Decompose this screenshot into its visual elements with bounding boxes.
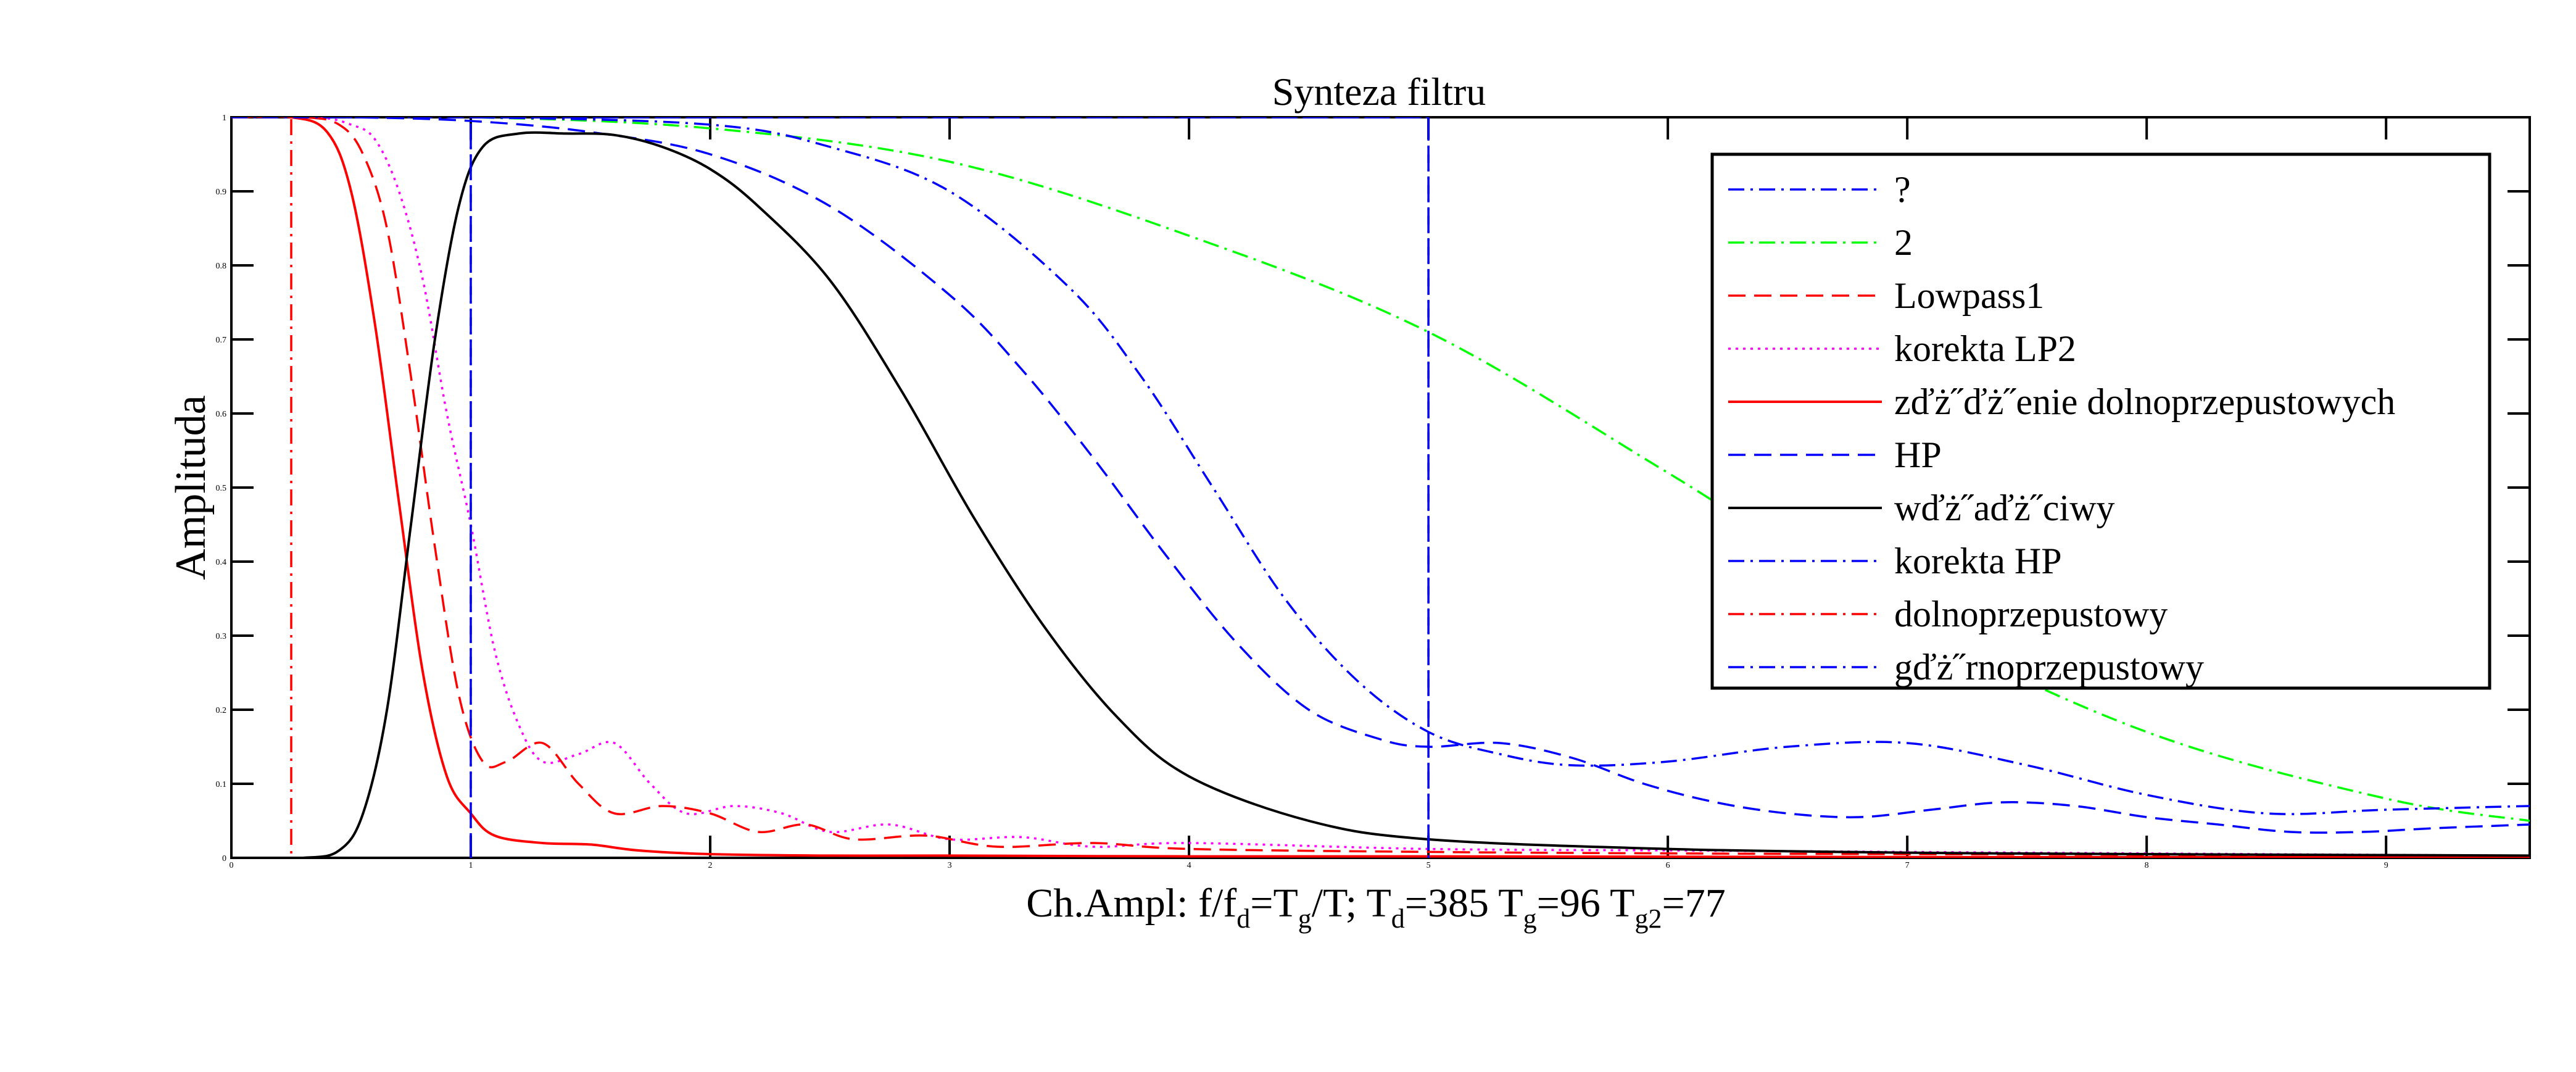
x-tick-label: 4 bbox=[1187, 861, 1191, 870]
plot-area: 0 1 2 3 4 5 6 7 8 9 0 0.1 0.2 0.3 0.4 0.5 0.6 0.7 0.8 0.9 1 bbox=[216, 114, 2531, 870]
y-axis-label: Amplituda bbox=[167, 395, 215, 580]
legend-entry-label: 2 bbox=[1894, 222, 1913, 263]
x-tick-label: 6 bbox=[1666, 861, 1670, 870]
legend-entry-label: Lowpass1 bbox=[1894, 275, 2044, 316]
y-tick-label: 0.7 bbox=[216, 336, 227, 345]
series-line-6 bbox=[231, 131, 2530, 858]
legend-entry-label: zďż˝ďż˝enie dolnoprzepustowych bbox=[1894, 381, 2395, 422]
x-tick-label: 5 bbox=[1427, 861, 1431, 870]
y-tick-label: 0.1 bbox=[216, 780, 227, 789]
legend-entry-label: dolnoprzepustowy bbox=[1894, 594, 2168, 634]
y-tick-label: 0.6 bbox=[216, 410, 227, 419]
series-group bbox=[231, 117, 2530, 858]
chart-title: Synteza filtru bbox=[1272, 70, 1486, 114]
y-tick-label: 0.2 bbox=[216, 706, 227, 715]
series-line-1 bbox=[231, 117, 2530, 822]
legend-entry-label: ? bbox=[1894, 169, 1911, 210]
legend-entry-label: wďż˝aďż˝ciwy bbox=[1894, 488, 2114, 528]
x-tick-label: 1 bbox=[469, 861, 473, 870]
x-tick-label: 2 bbox=[708, 861, 713, 870]
x-tick-label: 7 bbox=[1905, 861, 1910, 870]
y-tick-label: 0.9 bbox=[216, 188, 227, 197]
x-tick-label: 0 bbox=[230, 861, 234, 870]
y-tick-label: 0.5 bbox=[216, 484, 227, 493]
legend-entry-label: gďż˝rnoprzepustowy bbox=[1894, 647, 2204, 688]
x-tick-label: 8 bbox=[2145, 861, 2149, 870]
series-line-5 bbox=[231, 117, 2530, 834]
series-line-9 bbox=[231, 117, 1430, 858]
y-tick-label: 0 bbox=[222, 854, 226, 863]
series-line-2 bbox=[231, 117, 2530, 857]
legend-box bbox=[1710, 152, 2491, 690]
legend-entry-label: korekta HP bbox=[1894, 541, 2062, 581]
legend-entry-label: korekta LP2 bbox=[1894, 328, 2076, 369]
y-tick-label: 1 bbox=[222, 114, 226, 123]
series-line-7 bbox=[231, 117, 2530, 815]
legend-entry-label: HP bbox=[1894, 434, 1942, 475]
y-tick-label: 0.8 bbox=[216, 262, 227, 271]
x-tick-label: 3 bbox=[948, 861, 952, 870]
x-tick-label: 9 bbox=[2384, 861, 2388, 870]
y-tick-label: 0.3 bbox=[216, 632, 227, 641]
y-tick-label: 0.4 bbox=[216, 558, 227, 567]
series-line-4 bbox=[231, 117, 2530, 858]
x-axis-label: Ch.Ampl: f/fd=Tg/T; Td=385 Tg=96 Tg2=77 bbox=[1026, 881, 1725, 934]
legend: ? 2 Lowpass1 korekta LP2 zďż˝ďż˝enie dolnopr… bbox=[1710, 152, 2491, 690]
